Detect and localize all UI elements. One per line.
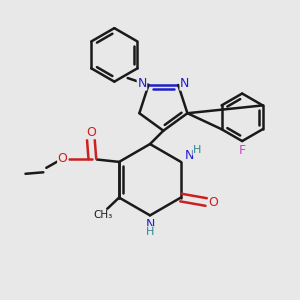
Text: O: O	[86, 126, 96, 139]
Text: F: F	[238, 144, 246, 157]
Text: N: N	[184, 149, 194, 162]
Text: H: H	[193, 145, 201, 155]
Text: O: O	[58, 152, 68, 165]
Text: N: N	[137, 77, 147, 90]
Text: N: N	[180, 77, 190, 90]
Text: O: O	[208, 196, 218, 208]
Text: CH₃: CH₃	[93, 210, 112, 220]
Text: H: H	[146, 227, 154, 237]
Text: N: N	[145, 218, 155, 231]
